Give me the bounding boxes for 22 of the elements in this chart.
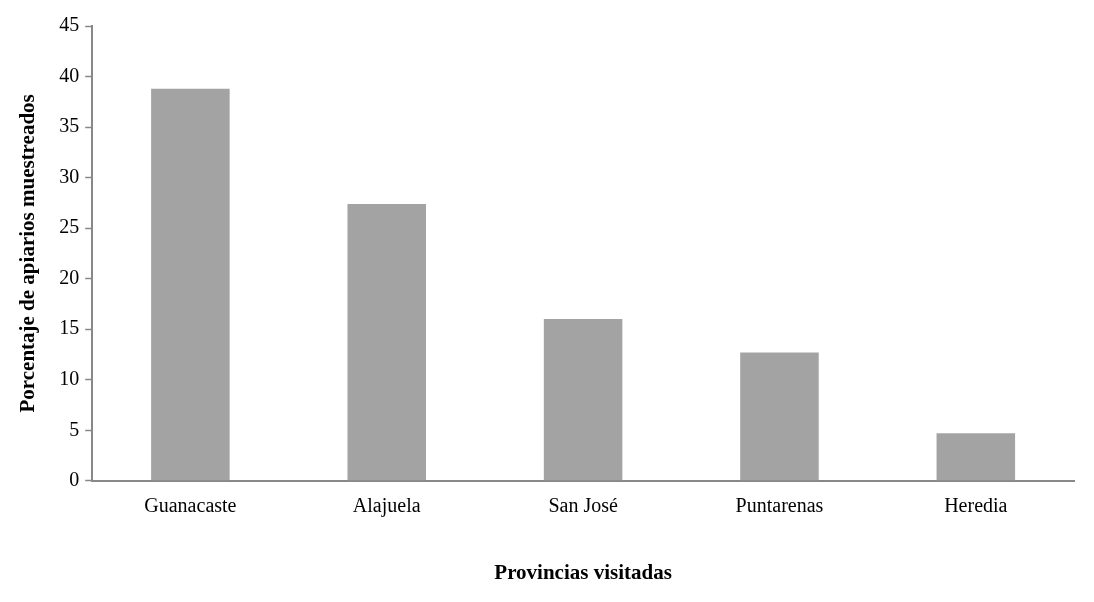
bar [347, 203, 427, 481]
x-tick-label: Alajuela [352, 494, 421, 518]
bar [740, 352, 819, 481]
x-tick-label: Heredia [944, 494, 1008, 517]
y-tick-label: 30 [59, 164, 80, 187]
y-tick-label: 45 [59, 13, 80, 36]
y-tick-label: 10 [59, 366, 80, 389]
bar [936, 433, 1016, 481]
x-tick-label: Guanacaste [144, 494, 237, 517]
y-tick-label: 35 [59, 114, 80, 137]
y-tick-label: 15 [59, 316, 80, 339]
x-tick-label: Puntarenas [735, 494, 824, 517]
y-axis-title: Porcentaje de apiarios muestreados [15, 94, 40, 413]
bar [151, 88, 230, 481]
y-tick-label: 40 [59, 63, 80, 86]
y-tick-label: 0 [69, 468, 80, 491]
x-tick-label: San José [548, 494, 618, 517]
y-tick-label: 5 [69, 417, 80, 440]
x-axis-title: Provincias visitadas [494, 559, 672, 584]
bar [543, 319, 623, 481]
y-tick-label: 20 [59, 265, 80, 288]
y-tick-label: 25 [59, 215, 80, 238]
